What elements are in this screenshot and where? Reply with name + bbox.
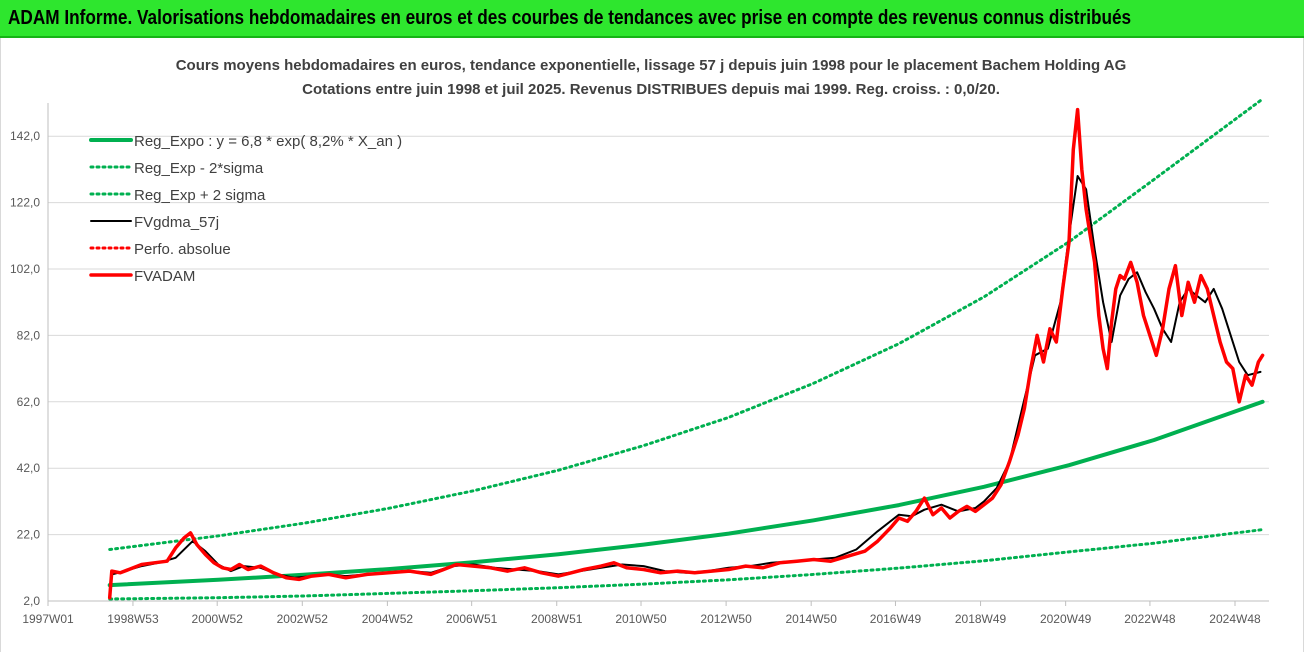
plot-area xyxy=(107,99,1265,601)
y-tick-label: 62,0 xyxy=(17,395,41,409)
chart-title: Cours moyens hebdomadaires en euros, ten… xyxy=(176,57,1127,74)
x-tick-label: 2002W52 xyxy=(277,612,329,626)
chart-subtitle: Cotations entre juin 1998 et juil 2025. … xyxy=(302,81,1000,98)
x-tick-label: 1998W53 xyxy=(107,612,159,626)
y-tick-label: 2,0 xyxy=(23,594,40,608)
series-line-reg-minus xyxy=(108,528,1265,601)
x-tick-label: 2008W51 xyxy=(531,612,583,626)
x-tick-label: 2014W50 xyxy=(786,612,838,626)
series-line-fvgdma xyxy=(110,175,1262,579)
legend-label: FVgdma_57j xyxy=(134,214,219,231)
legend-label: Perfo. absolue xyxy=(134,241,231,258)
x-tick-label: 2024W48 xyxy=(1209,612,1261,626)
x-tick-label: 2000W52 xyxy=(192,612,244,626)
y-axis: 2,0 22,0 42,0 62,0 82,0 102,0 122,0 142,0 xyxy=(10,103,49,608)
series-line-fvadam xyxy=(107,107,1265,600)
series-line-reg-expo xyxy=(107,399,1265,588)
y-tick-label: 122,0 xyxy=(10,196,40,210)
chart-legend: Reg_Expo : y = 6,8 * exp( 8,2% * X_an ) R… xyxy=(89,133,402,285)
x-axis: 1997W01 1998W53 2000W52 2002W52 2004W52 2006W… xyxy=(22,600,1269,626)
x-tick-label: 2006W51 xyxy=(446,612,498,626)
legend-label: Reg_Exp + 2 sigma xyxy=(134,187,266,204)
legend-label: FVADAM xyxy=(134,268,195,285)
y-tick-label: 22,0 xyxy=(17,528,41,542)
banner-title: ADAM Informe. Valorisations hebdomadaire… xyxy=(8,7,1132,29)
y-tick-label: 82,0 xyxy=(17,328,41,342)
legend-label: Reg_Exp - 2*sigma xyxy=(134,160,264,177)
chart-area: Cours moyens hebdomadaires en euros, ten… xyxy=(0,38,1304,652)
y-tick-label: 142,0 xyxy=(10,129,40,143)
y-tick-label: 42,0 xyxy=(17,461,41,475)
x-tick-label: 2012W50 xyxy=(700,612,752,626)
x-tick-label: 2010W50 xyxy=(615,612,667,626)
title-banner: ADAM Informe. Valorisations hebdomadaire… xyxy=(0,0,1304,38)
x-tick-label: 2004W52 xyxy=(362,612,414,626)
x-tick-label: 2018W49 xyxy=(955,612,1007,626)
x-tick-label: 1997W01 xyxy=(22,612,74,626)
series-line-reg-plus xyxy=(108,99,1265,551)
x-tick-label: 2016W49 xyxy=(870,612,922,626)
y-tick-label: 102,0 xyxy=(10,262,40,276)
x-tick-label: 2020W49 xyxy=(1040,612,1092,626)
legend-label: Reg_Expo : y = 6,8 * exp( 8,2% * X_an ) xyxy=(134,133,402,150)
chart-svg: Cours moyens hebdomadaires en euros, ten… xyxy=(10,57,1269,626)
x-tick-label: 2022W48 xyxy=(1124,612,1176,626)
gridlines xyxy=(48,135,1269,602)
